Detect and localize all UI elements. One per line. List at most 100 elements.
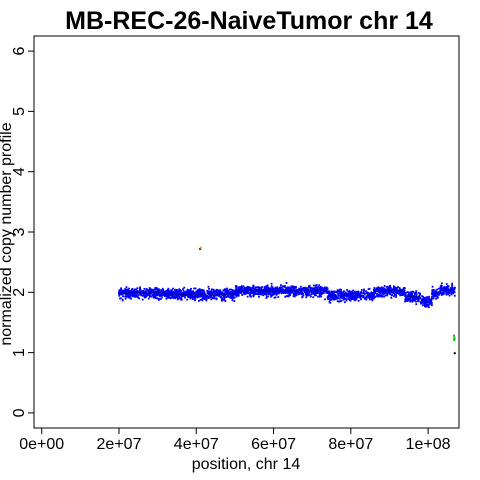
data-point [171,296,174,299]
data-point [129,295,131,298]
data-point [432,288,435,291]
data-point [331,290,334,293]
data-point [381,294,384,297]
data-point [386,288,389,291]
data-point [430,301,432,303]
data-point [201,299,204,302]
data-point [436,288,438,291]
data-point [157,289,160,292]
data-point [267,286,270,289]
data-point [154,288,156,291]
data-point [150,288,153,291]
data-point [137,290,140,293]
data-point [305,293,308,296]
data-point [125,288,128,291]
data-point [340,293,343,295]
data-point [223,294,225,296]
data-point [311,287,314,290]
data-point [259,290,262,293]
data-point [199,294,202,297]
data-point [163,294,166,296]
data-point [304,288,307,290]
data-point [169,294,172,296]
data-point [408,295,411,298]
data-point [317,291,320,294]
data-point [360,289,363,291]
data-point [434,292,437,294]
data-point [442,293,444,296]
data-point [134,292,137,294]
data-point [205,294,207,297]
data-point [207,292,209,295]
outlier-point [453,338,456,341]
data-point [424,304,426,306]
data-point [404,300,406,303]
data-point [351,290,354,293]
data-point [411,297,414,300]
data-point [286,286,289,289]
data-point [158,289,161,292]
data-point [271,294,273,297]
data-point [260,292,263,295]
data-point [162,290,165,293]
data-point [335,290,338,293]
data-point [261,289,264,292]
data-point [363,289,365,292]
y-axis-label: normalized copy number profile [0,122,15,345]
data-point [289,292,292,295]
data-point [157,297,160,300]
data-point [352,289,355,292]
data-point [328,290,331,293]
data-point [119,293,121,295]
data-point [345,292,348,295]
data-point [358,296,361,299]
data-point [413,292,416,295]
data-point [176,296,178,299]
data-point [118,292,120,295]
data-point [384,289,387,292]
data-point [172,297,174,299]
data-point [207,285,210,288]
data-point [121,299,124,302]
data-point [299,292,302,294]
data-point [396,290,398,293]
data-point [130,297,132,300]
x-tick-label: 6e+07 [251,436,296,453]
data-point [122,291,125,294]
data-point [353,297,356,300]
data-point [305,292,308,294]
data-point [340,290,343,293]
data-point [191,291,194,293]
data-point [229,290,232,293]
data-point [183,291,186,294]
data-point [212,294,215,297]
data-point [407,294,410,297]
data-point [446,289,449,292]
data-point [365,290,367,293]
data-point [127,296,130,299]
data-point [376,290,379,292]
data-point [159,297,162,300]
data-point [227,294,229,297]
data-point [299,288,302,290]
data-point [409,297,412,300]
data-point [172,296,175,298]
data-point [190,288,192,290]
data-point [440,286,443,289]
data-point [428,300,431,303]
data-point [145,294,148,297]
data-point [413,296,415,299]
data-point [129,291,132,294]
data-point [280,284,282,286]
data-point [167,287,170,290]
data-point [215,290,218,292]
data-point [271,286,274,289]
data-point [253,290,256,293]
data-point [201,295,203,298]
data-point [263,292,266,294]
data-point [136,287,139,290]
data-point [442,291,444,293]
outlier-point [453,352,456,355]
data-point [216,293,219,296]
data-point [330,298,333,301]
